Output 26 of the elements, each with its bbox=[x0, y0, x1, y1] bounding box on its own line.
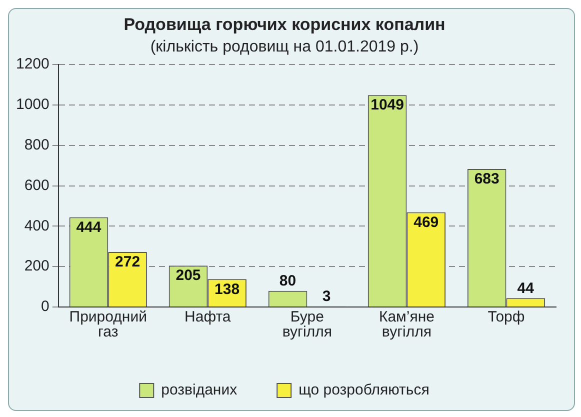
data-label: 683 bbox=[474, 170, 500, 188]
data-label: 3 bbox=[322, 288, 331, 306]
data-label: 469 bbox=[414, 214, 439, 231]
y-tick-label: 400 bbox=[24, 217, 50, 234]
legend-label: що розробляються bbox=[298, 382, 430, 399]
x-tick-label: Буре вугілля bbox=[282, 308, 332, 341]
chart-title: Родовища горючих корисних копалин bbox=[124, 14, 446, 34]
chart-subtitle: (кількість родовищ на 01.01.2019 р.) bbox=[150, 38, 419, 56]
x-tick-label: Торф bbox=[488, 308, 525, 326]
x-tick-label: Кам’яне вугілля bbox=[378, 308, 434, 341]
data-label: 444 bbox=[76, 218, 102, 236]
y-tick-label: 200 bbox=[24, 258, 50, 275]
data-label: 205 bbox=[176, 267, 201, 284]
data-label: 44 bbox=[517, 280, 535, 297]
data-label: 272 bbox=[115, 254, 140, 271]
x-tick-label: Нафта bbox=[184, 308, 232, 326]
y-tick-label: 0 bbox=[41, 298, 50, 316]
y-tick-label: 600 bbox=[24, 176, 50, 194]
data-label: 80 bbox=[279, 272, 296, 290]
data-label: 1049 bbox=[370, 96, 404, 114]
y-tick-label: 1000 bbox=[16, 96, 50, 114]
y-tick-label: 1200 bbox=[16, 56, 50, 73]
x-tick-label: Природний газ bbox=[69, 308, 147, 341]
y-tick-label: 800 bbox=[24, 136, 50, 154]
data-label: 138 bbox=[214, 280, 240, 298]
legend-label: розвіданих bbox=[161, 382, 238, 399]
